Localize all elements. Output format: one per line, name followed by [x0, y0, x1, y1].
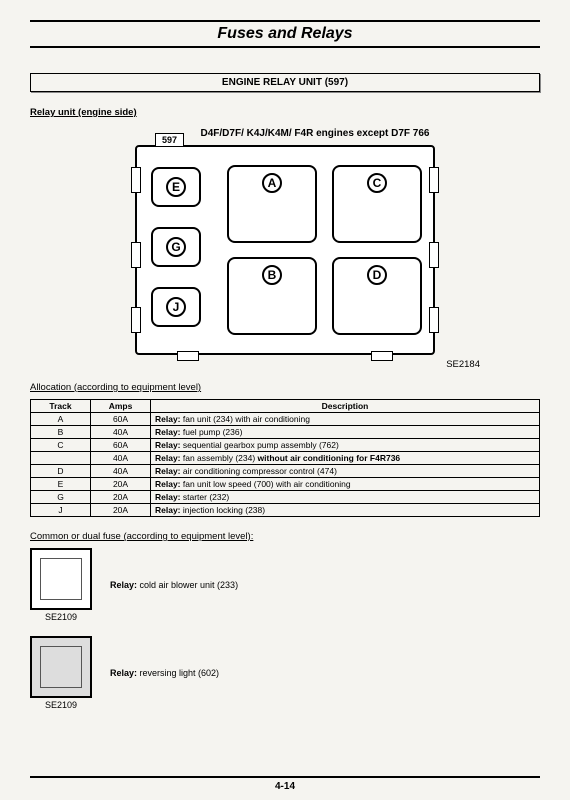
table-cell-amps: 20A: [91, 478, 151, 491]
page-title: Fuses and Relays: [30, 20, 540, 48]
slot-g: G: [151, 227, 201, 267]
col-track: Track: [31, 400, 91, 413]
col-desc: Description: [151, 400, 540, 413]
slot-j: J: [151, 287, 201, 327]
table-cell-track: E: [31, 478, 91, 491]
table-cell-desc: Relay: sequential gearbox pump assembly …: [151, 439, 540, 452]
fuse-row: SE2109 Relay: cold air blower unit (233): [30, 548, 540, 622]
table-cell-desc: Relay: injection locking (238): [151, 504, 540, 517]
table-cell-amps: 20A: [91, 491, 151, 504]
figure-reference: SE2184: [30, 359, 480, 370]
slot-e: E: [151, 167, 201, 207]
table-cell-desc: Relay: fuel pump (236): [151, 426, 540, 439]
table-cell-track: A: [31, 413, 91, 426]
figure-reference: SE2109: [30, 700, 92, 710]
slot-b: B: [227, 257, 317, 335]
fuse-icon: [30, 636, 92, 698]
table-cell-amps: 40A: [91, 426, 151, 439]
col-amps: Amps: [91, 400, 151, 413]
section-banner: ENGINE RELAY UNIT (597): [30, 73, 540, 92]
table-cell-amps: 40A: [91, 465, 151, 478]
table-cell-amps: 20A: [91, 504, 151, 517]
table-cell-amps: 60A: [91, 413, 151, 426]
table-cell-desc: Relay: fan assembly (234) without air co…: [151, 452, 540, 465]
table-cell-track: J: [31, 504, 91, 517]
fuse-icon: [30, 548, 92, 610]
table-cell-desc: Relay: starter (232): [151, 491, 540, 504]
table-cell-amps: 40A: [91, 452, 151, 465]
table-cell-desc: Relay: fan unit (234) with air condition…: [151, 413, 540, 426]
fuse-label: Relay: cold air blower unit (233): [110, 580, 238, 590]
unit-tag: 597: [155, 133, 184, 147]
relay-unit-box: 597 E G J A C B D: [135, 145, 435, 355]
table-cell-track: [31, 452, 91, 465]
table-cell-desc: Relay: fan unit low speed (700) with air…: [151, 478, 540, 491]
table-cell-desc: Relay: air conditioning compressor contr…: [151, 465, 540, 478]
allocation-table: Track Amps Description A60ARelay: fan un…: [30, 399, 540, 517]
sub-heading: Relay unit (engine side): [30, 107, 540, 118]
figure-reference: SE2109: [30, 612, 92, 622]
slot-c: C: [332, 165, 422, 243]
table-cell-track: C: [31, 439, 91, 452]
table-cell-amps: 60A: [91, 439, 151, 452]
fuse-label: Relay: reversing light (602): [110, 668, 219, 678]
table-cell-track: B: [31, 426, 91, 439]
page-number: 4-14: [30, 776, 540, 792]
table-cell-track: G: [31, 491, 91, 504]
relay-diagram: 597 E G J A C B D: [135, 145, 435, 355]
allocation-heading: Allocation (according to equipment level…: [30, 382, 540, 393]
fuse-row: SE2109 Relay: reversing light (602): [30, 636, 540, 710]
slot-d: D: [332, 257, 422, 335]
common-heading: Common or dual fuse (according to equipm…: [30, 531, 540, 542]
table-cell-track: D: [31, 465, 91, 478]
slot-a: A: [227, 165, 317, 243]
